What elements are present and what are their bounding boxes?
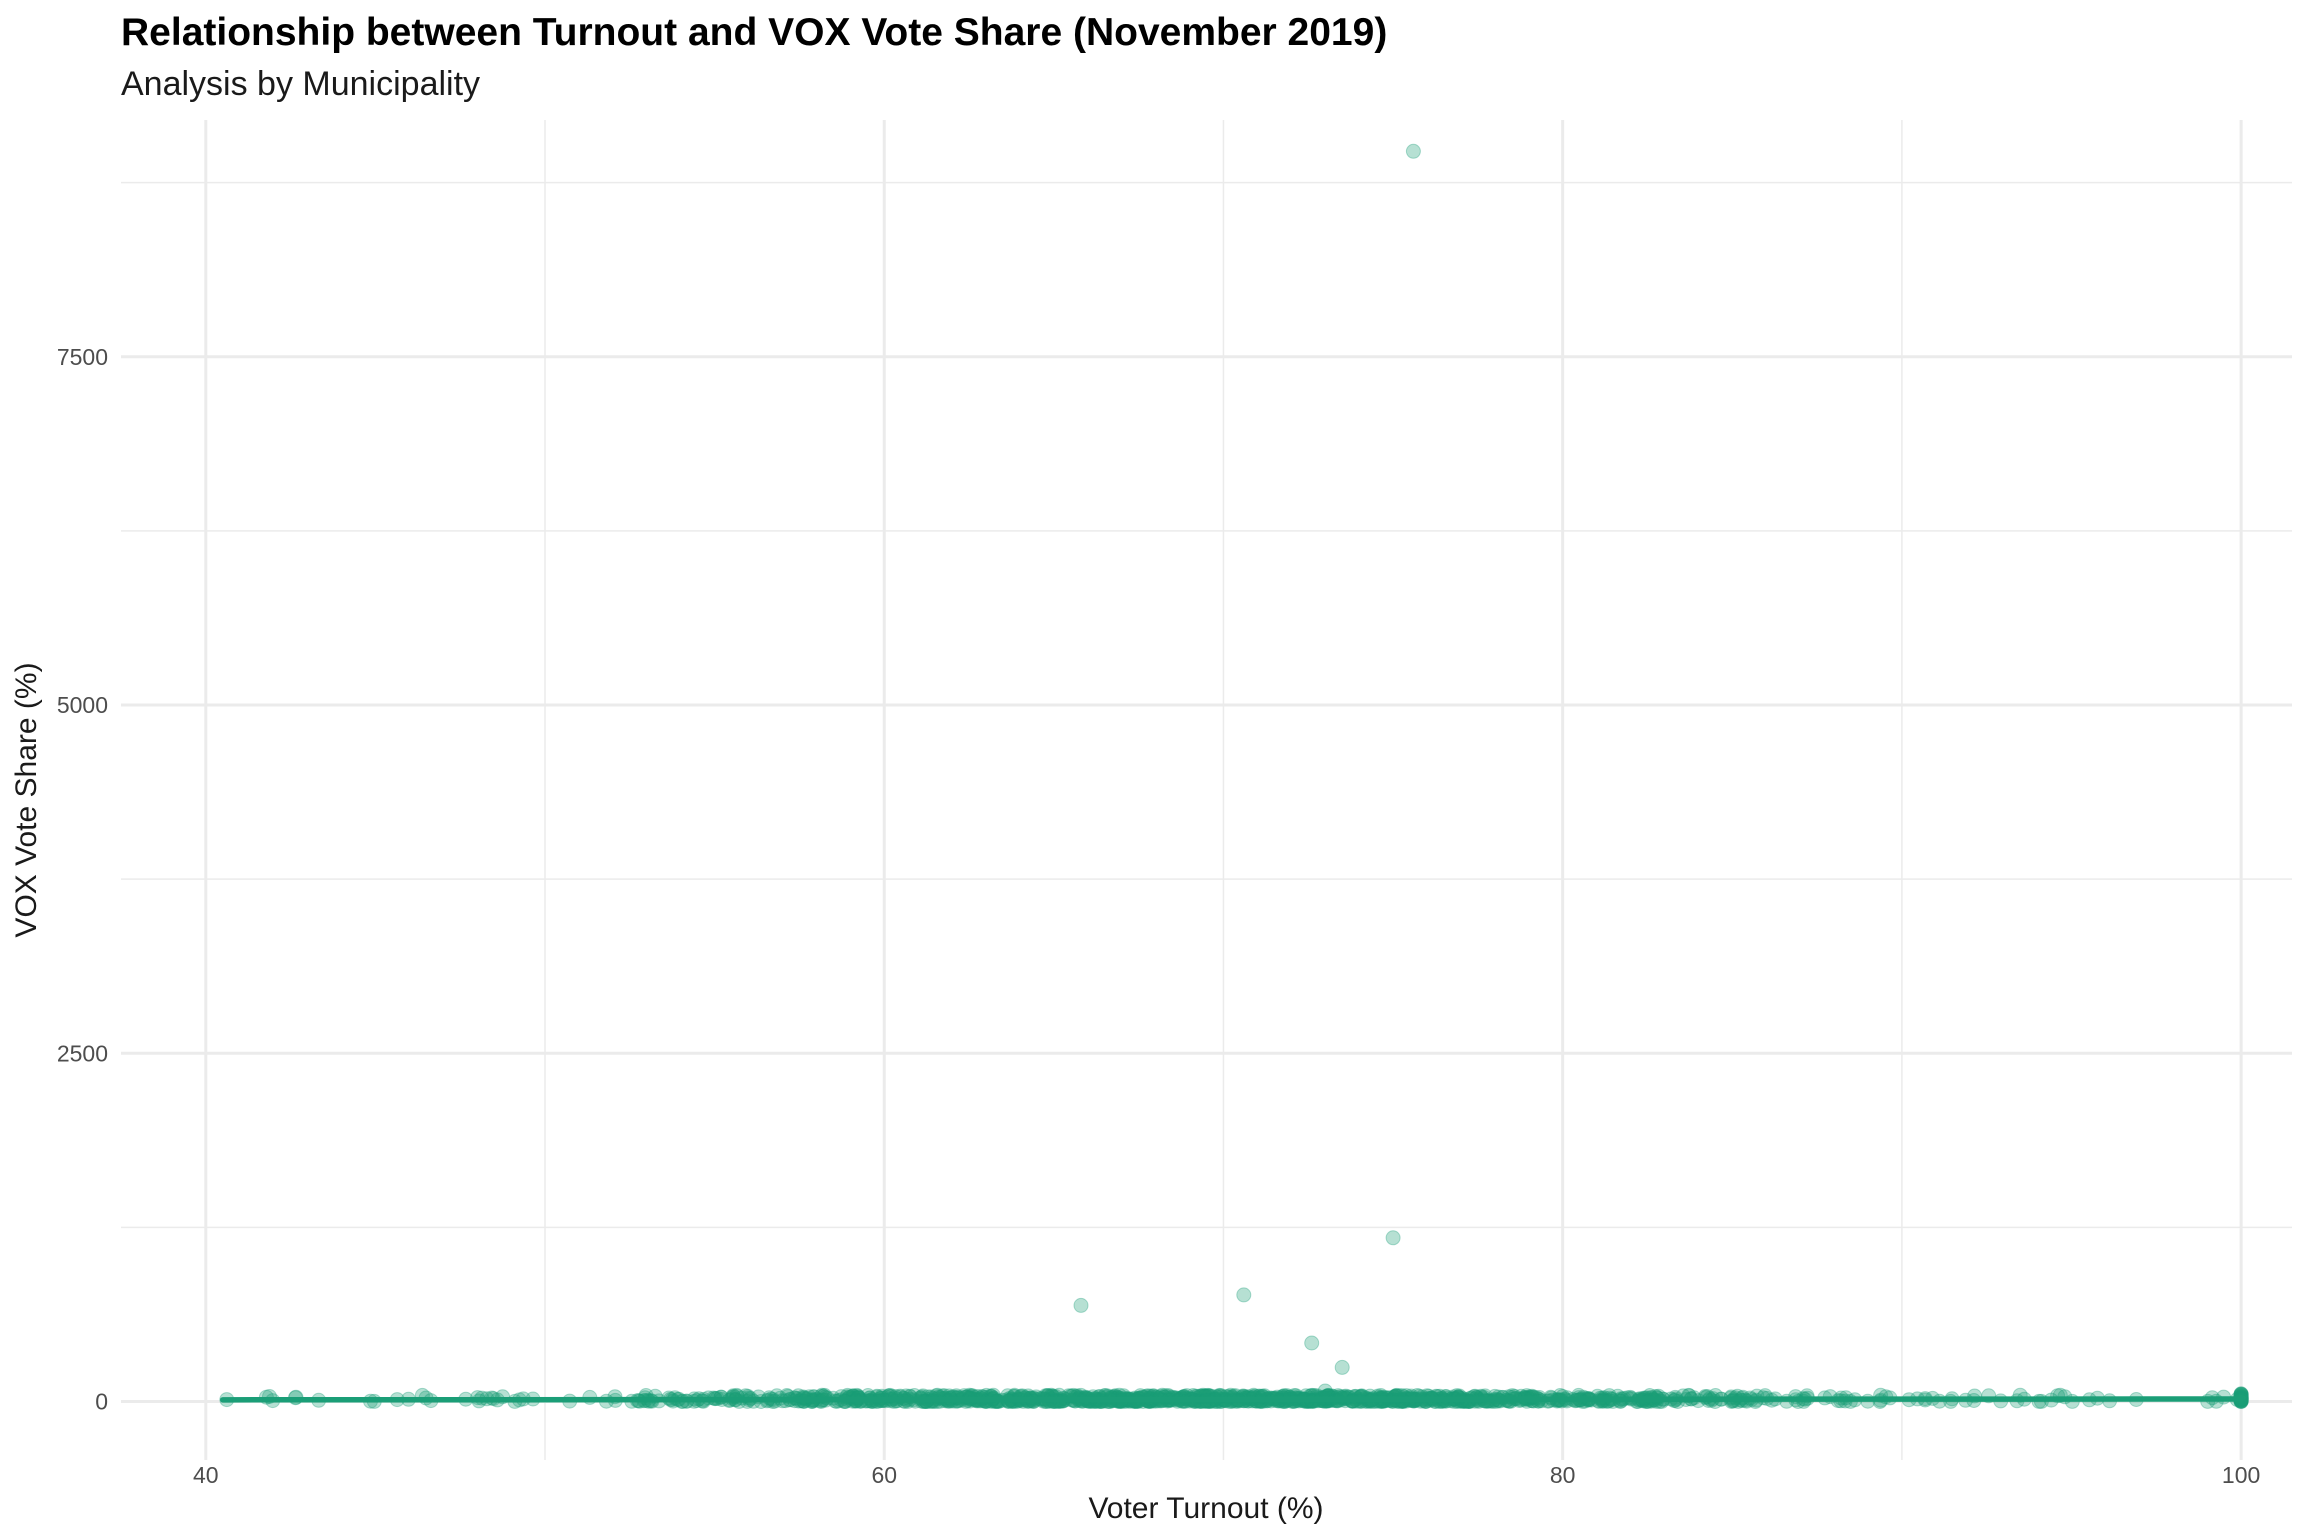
y-axis-ticks: 0 2500 5000 7500: [57, 344, 108, 1415]
x-tick-label: 100: [2222, 1462, 2260, 1488]
outlier-point: [1304, 1335, 1320, 1351]
trend-line-group: [220, 1396, 2244, 1403]
minor-gridlines: [121, 120, 2292, 1460]
data-points: [219, 143, 2249, 1409]
outlier-point: [1334, 1359, 1350, 1375]
x-axis-title: Voter Turnout (%): [1088, 1492, 1323, 1525]
chart-subtitle: Analysis by Municipality: [121, 65, 480, 103]
x-tick-label: 40: [193, 1462, 219, 1488]
outlier-point: [1073, 1297, 1089, 1313]
x-tick-label: 80: [1550, 1462, 1576, 1488]
outlier-point: [1236, 1287, 1252, 1303]
outlier-point: [1317, 1383, 1333, 1399]
y-tick-label: 2500: [57, 1040, 108, 1066]
y-tick-label: 5000: [57, 692, 108, 718]
x-axis-ticks: 40 60 80 100: [193, 1462, 2260, 1488]
trend-line: [220, 1396, 2244, 1403]
outlier-point: [1405, 143, 1421, 159]
x-tick-label: 60: [871, 1462, 897, 1488]
y-axis-title: VOX Vote Share (%): [10, 662, 43, 937]
major-gridlines: [121, 120, 2292, 1460]
y-tick-label: 7500: [57, 344, 108, 370]
chart-title: Relationship between Turnout and VOX Vot…: [121, 11, 1387, 54]
outlier-point: [1385, 1230, 1401, 1246]
y-tick-label: 0: [95, 1388, 108, 1414]
